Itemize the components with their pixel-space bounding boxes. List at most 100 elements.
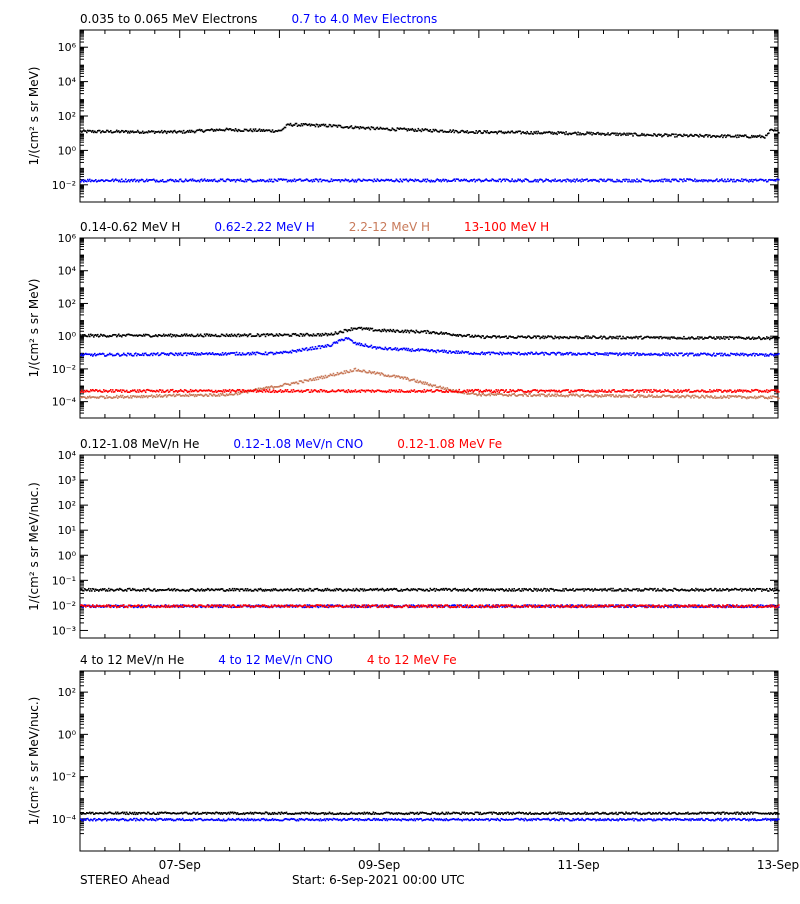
- data-point: [720, 390, 722, 392]
- data-point: [473, 179, 475, 181]
- y-tick-label: 10⁰: [58, 549, 77, 562]
- data-point: [771, 397, 773, 399]
- data-point: [662, 181, 664, 183]
- data-point: [402, 330, 404, 332]
- data-point: [329, 375, 331, 377]
- data-point: [630, 354, 632, 356]
- data-point: [676, 136, 678, 138]
- data-point: [264, 390, 266, 392]
- data-point: [258, 334, 260, 336]
- data-point: [748, 336, 750, 338]
- data-point: [554, 335, 556, 337]
- data-point: [93, 588, 95, 590]
- data-point: [328, 126, 330, 128]
- data-point: [320, 377, 322, 379]
- data-point: [586, 354, 588, 356]
- data-point: [585, 133, 587, 135]
- data-point: [416, 381, 418, 383]
- data-point: [312, 346, 314, 348]
- data-point: [286, 179, 288, 181]
- data-point: [138, 391, 140, 393]
- data-point: [777, 389, 779, 391]
- data-point: [407, 350, 409, 352]
- data-point: [142, 179, 144, 181]
- data-point: [306, 347, 308, 349]
- data-point: [355, 368, 357, 370]
- data-point: [745, 135, 747, 137]
- data-point: [322, 378, 324, 380]
- data-point: [145, 353, 147, 355]
- data-point: [345, 372, 347, 374]
- data-point: [775, 180, 777, 182]
- data-point: [721, 134, 723, 136]
- data-point: [447, 391, 449, 393]
- data-point: [742, 391, 744, 393]
- data-point: [601, 394, 603, 396]
- data-point: [317, 376, 319, 378]
- data-point: [550, 181, 552, 183]
- data-point: [273, 181, 275, 183]
- data-point: [631, 133, 633, 135]
- data-point: [482, 393, 484, 395]
- data-point: [236, 336, 238, 338]
- data-point: [550, 395, 552, 397]
- data-point: [467, 351, 469, 353]
- data-point: [309, 123, 311, 125]
- data-point: [616, 179, 618, 181]
- data-point: [507, 395, 509, 397]
- data-point: [488, 352, 490, 354]
- data-point: [607, 391, 609, 393]
- data-point: [352, 329, 354, 331]
- data-point: [87, 179, 89, 181]
- data-point: [454, 180, 456, 182]
- data-point: [313, 179, 315, 181]
- data-point: [666, 355, 668, 357]
- data-point: [203, 336, 205, 338]
- data-point: [406, 331, 408, 333]
- data-point: [337, 372, 339, 374]
- data-point: [347, 392, 349, 394]
- data-point: [642, 395, 644, 397]
- data-point: [260, 335, 262, 337]
- data-point: [236, 352, 238, 354]
- data-point: [612, 394, 614, 396]
- data-point: [229, 389, 231, 391]
- data-point: [225, 395, 227, 397]
- data-point: [611, 179, 613, 181]
- data-point: [316, 335, 318, 337]
- data-point: [312, 181, 314, 183]
- data-point: [627, 395, 629, 397]
- data-point: [767, 398, 769, 400]
- data-point: [534, 179, 536, 181]
- data-point: [194, 354, 196, 356]
- data-point: [326, 333, 328, 335]
- data-point: [681, 179, 683, 181]
- data-point: [219, 395, 221, 397]
- data-point: [621, 181, 623, 183]
- data-point: [239, 389, 241, 391]
- data-point: [350, 391, 352, 393]
- data-point: [567, 389, 569, 391]
- data-point: [636, 336, 638, 338]
- data-point: [699, 354, 701, 356]
- data-point: [483, 352, 485, 354]
- data-point: [372, 328, 374, 330]
- data-point: [764, 355, 766, 357]
- data-point: [751, 135, 753, 137]
- data-point: [212, 352, 214, 354]
- data-point: [182, 355, 184, 357]
- data-point: [722, 397, 724, 399]
- data-point: [274, 391, 276, 393]
- data-point: [497, 181, 499, 183]
- data-point: [392, 331, 394, 333]
- data-point: [714, 395, 716, 397]
- data-point: [637, 353, 639, 355]
- data-point: [120, 389, 122, 391]
- data-point: [673, 389, 675, 391]
- data-point: [208, 395, 210, 397]
- data-point: [536, 133, 538, 135]
- data-point: [715, 338, 717, 340]
- data-point: [293, 180, 295, 182]
- data-point: [576, 336, 578, 338]
- data-point: [548, 393, 550, 395]
